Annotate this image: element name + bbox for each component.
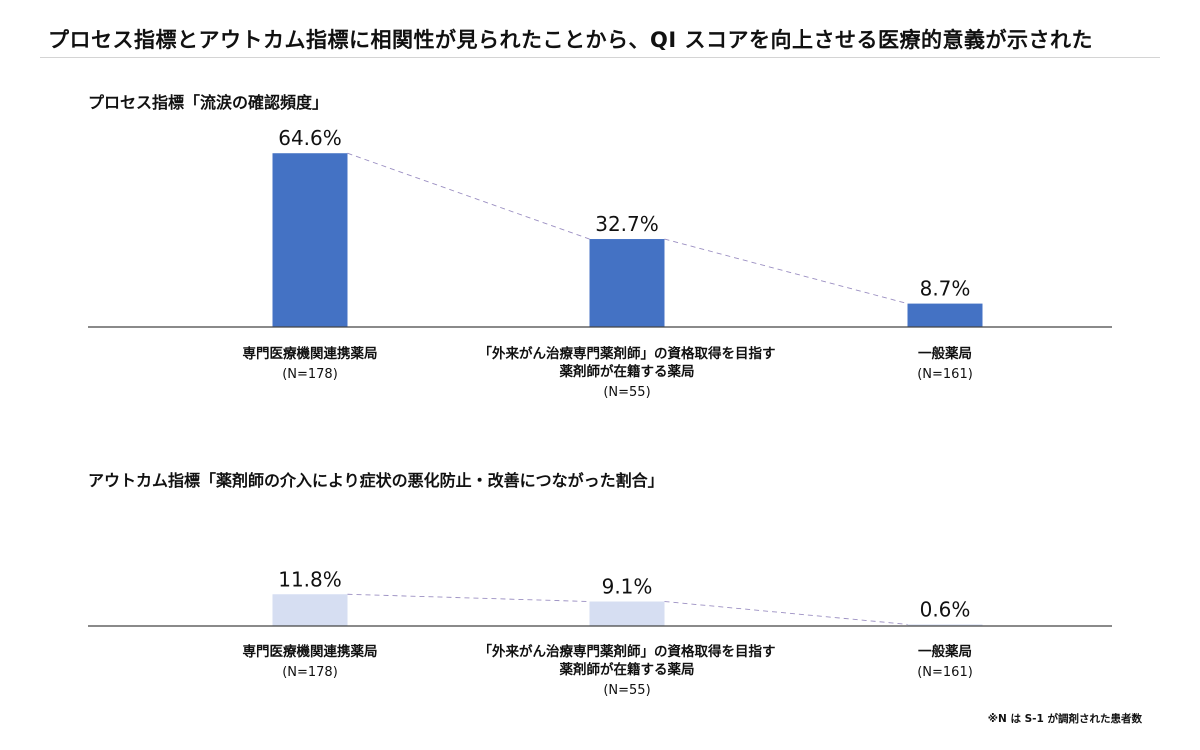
outcome-category-label-1: 「外来がん治療専門薬剤師」の資格取得を目指す 薬剤師が在籍する薬局 (N=55) [479,643,776,700]
process-category-name-1-0: 「外来がん治療専門薬剤師」の資格取得を目指す [478,346,776,362]
outcome-value-label-0: 11.8% [278,567,342,591]
outcome-value-label-2: 0.6% [920,597,971,621]
process-category-name-2-0: 一般薬局 [917,346,972,362]
outcome-bar-0 [272,594,348,626]
outcome-chart-svg: 11.8% 9.1% 0.6% [88,567,1112,627]
outcome-chart: 11.8% 9.1% 0.6% 専門医療機関連携薬局 (N=178) 「外来がん治療専門… [0,525,1200,705]
process-chart-title: プロセス指標「流涙の確認頻度」 [88,93,329,112]
outcome-category-name-1-1: 薬剤師が在籍する薬局 [559,662,695,678]
process-value-label-1: 32.7% [595,212,659,236]
process-category-n-2: (N=161) [917,367,973,382]
process-category-label-1: 「外来がん治療専門薬剤師」の資格取得を目指す 薬剤師が在籍する薬局 (N=55) [479,345,776,402]
outcome-category-label-0: 専門医療機関連携薬局 (N=178) [243,643,378,682]
process-category-n-0: (N=178) [282,367,338,382]
process-category-n-1: (N=55) [603,385,651,400]
outcome-category-n-1: (N=55) [603,683,651,698]
process-value-label-2: 8.7% [920,277,971,301]
process-chart-svg: 64.6% 32.7% 8.7% [88,126,1112,328]
outcome-category-n-0: (N=178) [282,665,338,680]
outcome-bar-2 [907,624,983,626]
process-category-name-0-0: 専門医療機関連携薬局 [242,346,378,362]
process-trend-line-1 [664,238,908,305]
process-bar-0 [272,153,348,327]
outcome-category-name-2-0: 一般薬局 [917,644,972,660]
outcome-trend-line-0 [347,593,590,602]
main-title: プロセス指標とアウトカム指標に相関性が見られたことから、QI スコアを向上させる… [48,28,1093,52]
outcome-value-label-1: 9.1% [602,575,653,599]
outcome-category-name-0-0: 専門医療機関連携薬局 [242,644,378,660]
process-bar-1 [589,239,665,327]
process-bar-2 [907,303,983,327]
outcome-category-name-1-0: 「外来がん治療専門薬剤師」の資格取得を目指す [478,644,776,660]
outcome-chart-title: アウトカム指標「薬剤師の介入により症状の悪化防止・改善につながった割合」 [88,471,664,490]
process-category-label-2: 一般薬局 (N=161) [917,345,973,384]
process-category-label-0: 専門医療機関連携薬局 (N=178) [243,345,378,384]
process-trend-line-0 [347,152,590,240]
process-category-name-1-1: 薬剤師が在籍する薬局 [559,364,695,380]
outcome-trend-line-1 [664,601,908,625]
outcome-bar-1 [589,601,665,626]
process-value-label-0: 64.6% [278,126,342,150]
outcome-category-n-2: (N=161) [917,665,973,680]
outcome-category-label-2: 一般薬局 (N=161) [917,643,973,682]
footnote: ※N は S-1 が調剤された患者数 [987,713,1142,725]
title-divider [40,57,1160,58]
process-chart: 64.6% 32.7% 8.7% 専門医療機関連携薬局 (N=178) 「外来がん治療専… [0,120,1200,420]
